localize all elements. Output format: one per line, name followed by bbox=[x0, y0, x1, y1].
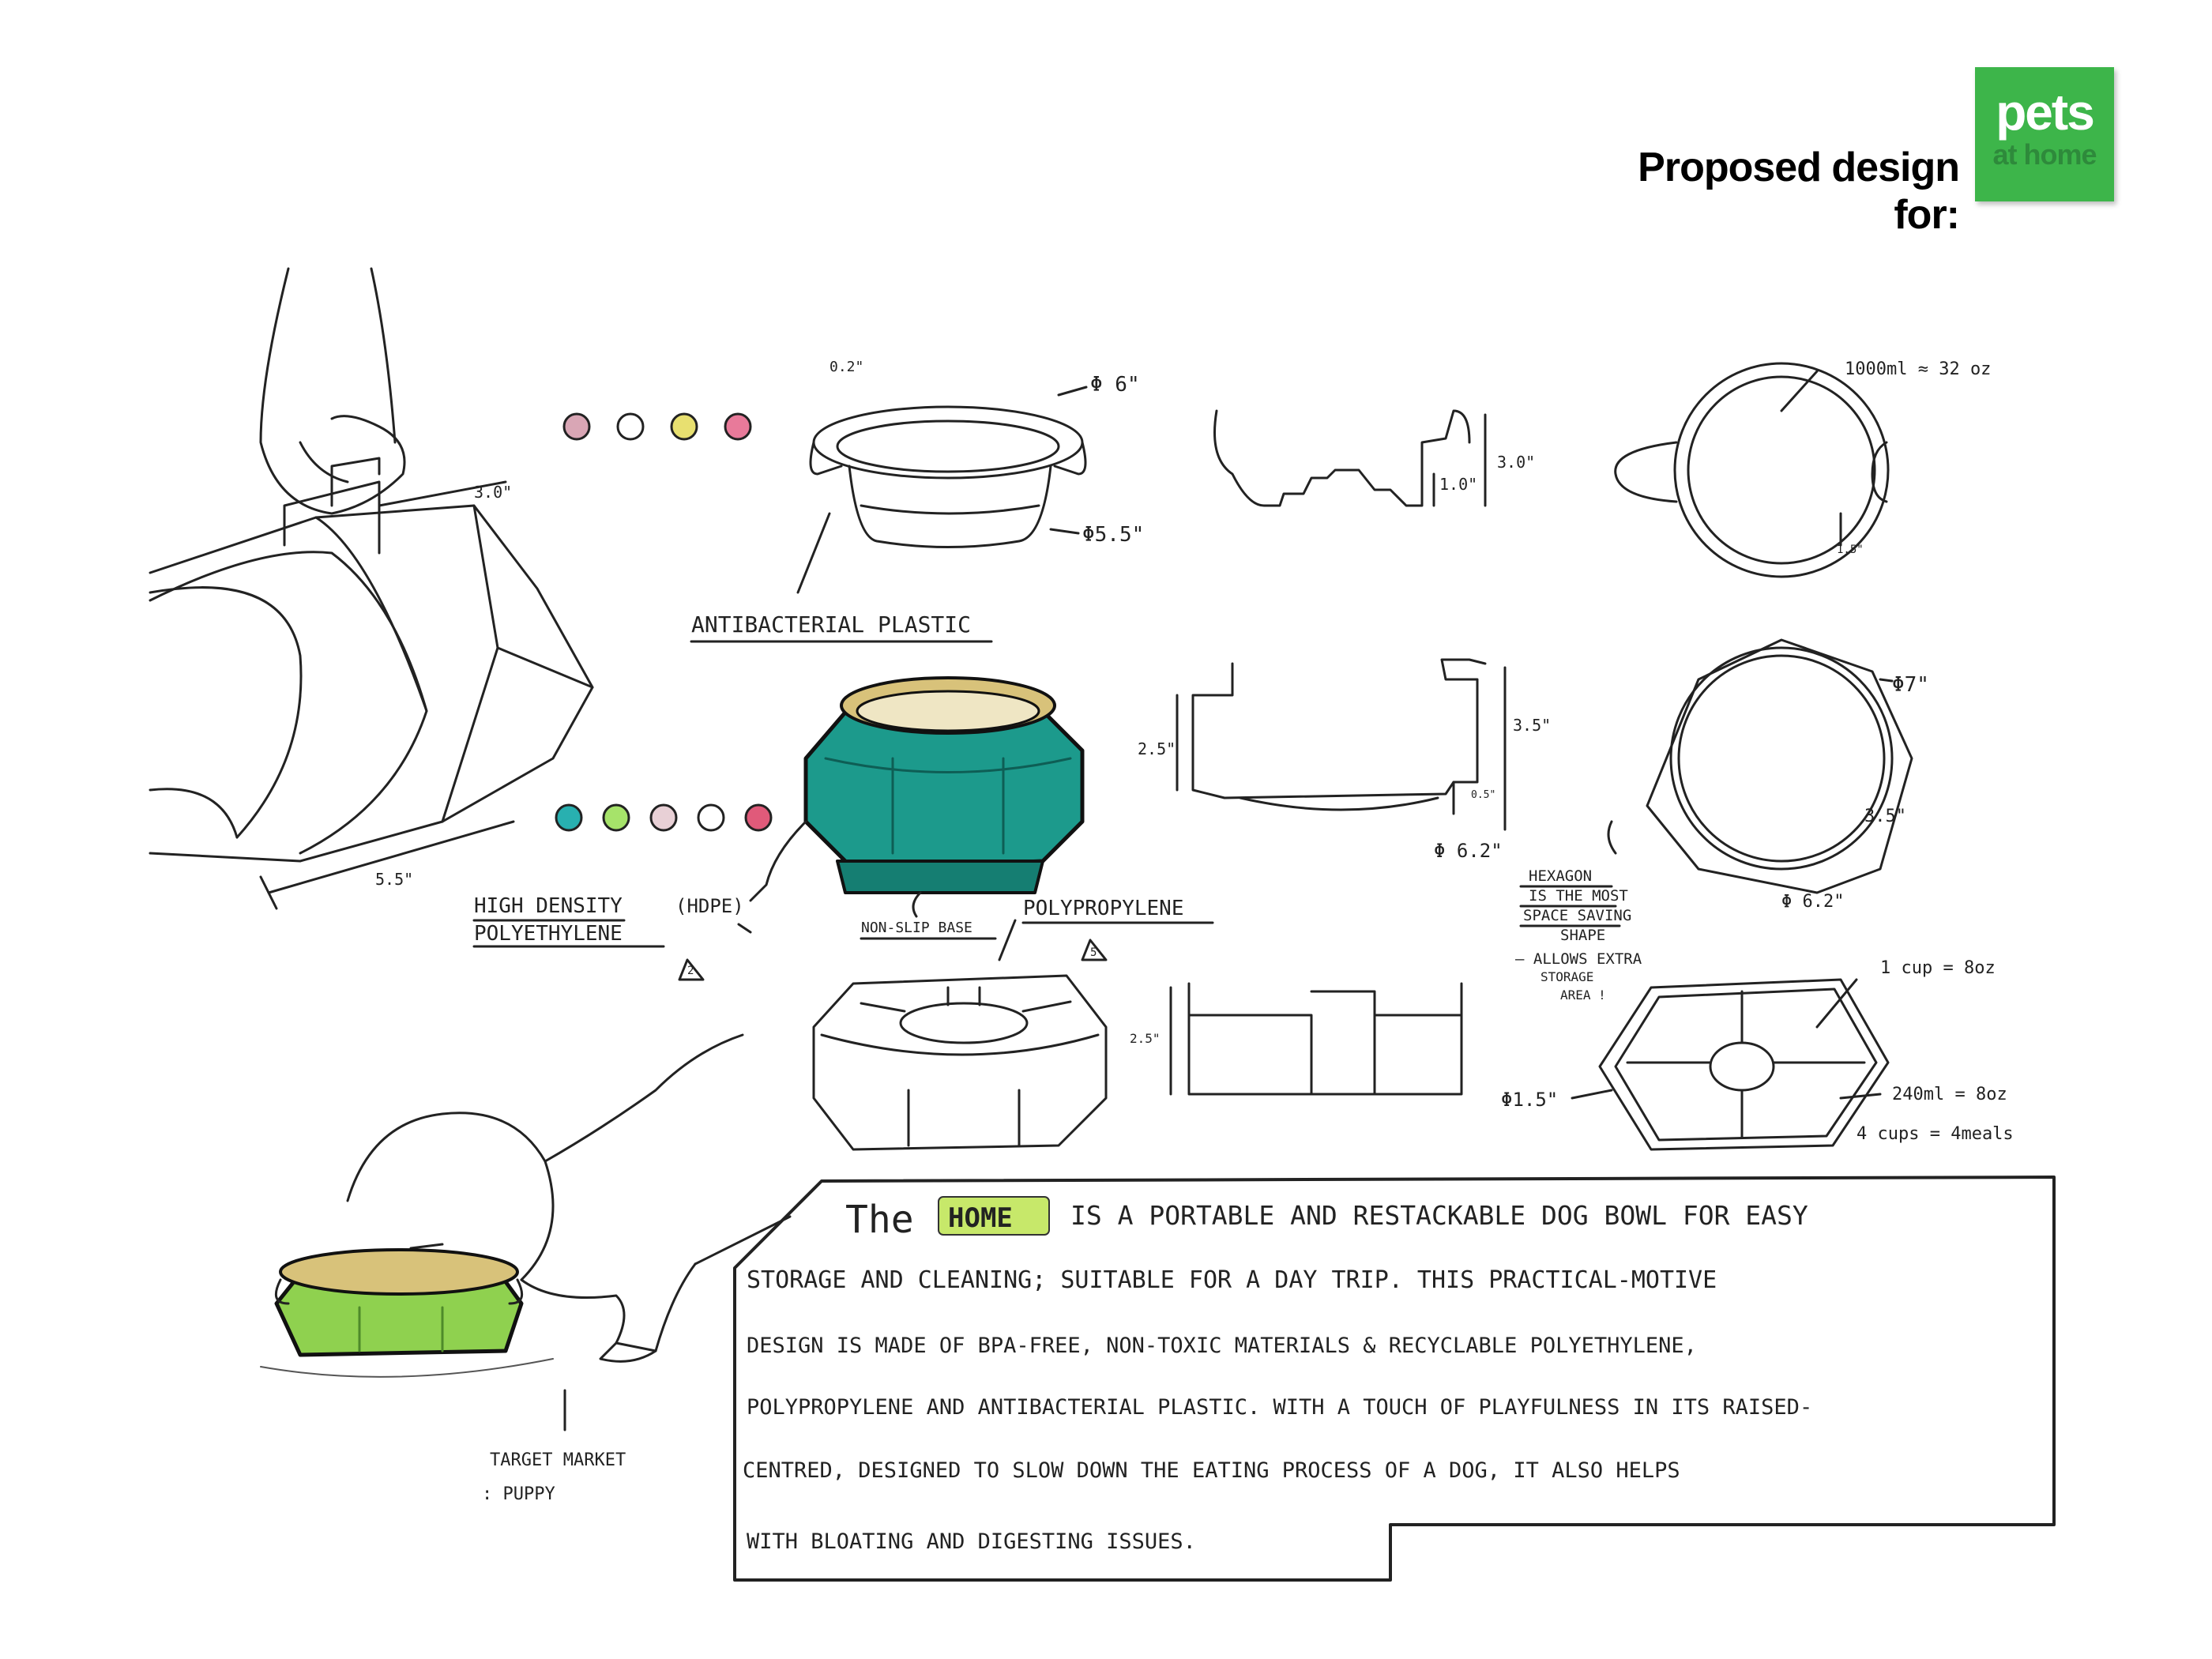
swatch-row-top bbox=[562, 412, 752, 441]
hdpe-line2: POLYETHYLENE bbox=[474, 922, 623, 946]
bowl-top-diameter-label: Φ 6" bbox=[1090, 373, 1140, 397]
handle-width-label: 1.5" bbox=[1837, 544, 1864, 556]
hexagon-note-line2: IS THE MOST bbox=[1529, 887, 1628, 905]
teal-hexagon-bowl bbox=[803, 676, 1085, 894]
divided-tray-sketch bbox=[812, 974, 1108, 1151]
antibacterial-bowl-sketch bbox=[809, 405, 1087, 548]
color-swatch bbox=[555, 803, 583, 832]
section-height-left-label: 2.5" bbox=[1138, 739, 1176, 758]
carrier-length-label: 5.5" bbox=[375, 870, 413, 889]
color-swatch bbox=[724, 412, 752, 441]
description-box-outline bbox=[733, 1176, 2056, 1582]
description-the: The bbox=[845, 1198, 914, 1242]
hexagon-note-line7: AREA ! bbox=[1560, 988, 1606, 1003]
pets-at-home-logo: pets at home bbox=[1975, 67, 2114, 201]
description-line4: POLYPROPYLENE AND ANTIBACTERIAL PLASTIC.… bbox=[747, 1395, 1812, 1420]
hexagon-side-label: 3.5" bbox=[1864, 807, 1906, 826]
section-diameter-label: Φ 6.2" bbox=[1434, 840, 1503, 862]
section-base-height-label: 0.5" bbox=[1471, 789, 1495, 801]
target-puppy-label: : PUPPY bbox=[482, 1484, 555, 1504]
bowl-volume-label: 1000ml ≈ 32 oz bbox=[1845, 359, 1991, 379]
color-swatch bbox=[602, 803, 630, 832]
green-bowl bbox=[260, 1248, 554, 1378]
description-line6: WITH BLOATING AND DIGESTING ISSUES. bbox=[747, 1529, 1196, 1554]
proposed-design-label: Proposed design for: bbox=[1638, 145, 1960, 238]
divided-tray-top-view bbox=[1598, 978, 1890, 1151]
color-swatch bbox=[562, 412, 591, 441]
swatch-row-middle bbox=[555, 803, 773, 832]
description-brand-name: HOME bbox=[948, 1202, 1013, 1234]
bowl-cross-section bbox=[1176, 658, 1507, 831]
color-swatch bbox=[697, 803, 725, 832]
hdpe-abbreviation: (HDPE) bbox=[675, 895, 744, 917]
bowl-top-view bbox=[1614, 362, 1890, 578]
tray-height-label: 2.5" bbox=[1130, 1031, 1161, 1046]
logo-word-pets: pets bbox=[1996, 84, 2095, 141]
hdpe-line1: HIGH DENSITY bbox=[474, 894, 623, 918]
hexagon-note-line3: SPACE SAVING bbox=[1523, 907, 1631, 924]
target-market-label: TARGET MARKET bbox=[490, 1450, 626, 1470]
antibacterial-plastic-label: ANTIBACTERIAL PLASTIC bbox=[691, 611, 971, 638]
meals-note-label: 4 cups = 4meals bbox=[1856, 1124, 2014, 1144]
description-line2: STORAGE AND CLEANING; SUITABLE FOR A DAY… bbox=[747, 1266, 1717, 1294]
tray-center-diameter-label: Φ1.5" bbox=[1501, 1089, 1558, 1111]
hexagon-note-line6: STORAGE bbox=[1540, 969, 1593, 984]
description-line3: DESIGN IS MADE OF BPA-FREE, NON-TOXIC MA… bbox=[747, 1334, 1697, 1358]
description-line1: IS A PORTABLE AND RESTACKABLE DOG BOWL F… bbox=[1070, 1200, 1808, 1231]
hexagon-note: HEXAGON IS THE MOST SPACE SAVING SHAPE –… bbox=[1515, 867, 1642, 1003]
color-swatch bbox=[616, 412, 645, 441]
color-swatch bbox=[649, 803, 678, 832]
recycle-code-5: 5 bbox=[1090, 946, 1097, 959]
logo-word-at-home: at home bbox=[1992, 138, 2097, 171]
description-line5: CENTRED, DESIGNED TO SLOW DOWN THE EATIN… bbox=[743, 1458, 1680, 1483]
ml-capacity-label: 240ml = 8oz bbox=[1892, 1085, 2007, 1104]
hexagon-diameter-label: Φ7" bbox=[1892, 673, 1929, 697]
profile-height-label: 3.0" bbox=[1497, 453, 1535, 472]
hexagon-note-line1: HEXAGON bbox=[1529, 867, 1592, 885]
profile-height-small-label: 1.0" bbox=[1439, 475, 1477, 494]
section-height-right-label: 3.5" bbox=[1513, 716, 1551, 735]
polypropylene-label: POLYPROPYLENE bbox=[1023, 897, 1184, 920]
cup-capacity-label: 1 cup = 8oz bbox=[1880, 958, 1996, 978]
rim-thickness-label: 0.2" bbox=[830, 359, 863, 375]
color-swatch bbox=[670, 412, 698, 441]
stacked-carrier-sketch bbox=[149, 267, 594, 910]
description-text: The HOME IS A PORTABLE AND RESTACKABLE D… bbox=[743, 1196, 1812, 1554]
hexagon-inner-diameter-label: Φ 6.2" bbox=[1781, 892, 1844, 912]
hexagon-note-line4: SHAPE bbox=[1560, 927, 1605, 944]
tray-cross-section bbox=[1169, 982, 1463, 1096]
hexagon-note-line5: – ALLOWS EXTRA bbox=[1515, 950, 1642, 968]
puppy-eating-sketch bbox=[346, 1033, 792, 1363]
bowl-bottom-diameter-label: Φ5.5" bbox=[1082, 523, 1144, 547]
brand-highlight bbox=[938, 1196, 1050, 1236]
color-swatch bbox=[744, 803, 773, 832]
non-slip-base-label: NON-SLIP BASE bbox=[861, 920, 972, 936]
recycle-code-2: 2 bbox=[687, 965, 694, 977]
hexagon-top-view bbox=[1646, 638, 1913, 894]
carrier-width-label: 3.0" bbox=[474, 483, 512, 502]
hdpe-label-group: HIGH DENSITY POLYETHYLENE (HDPE) bbox=[474, 894, 744, 946]
bowl-profile-section bbox=[1213, 409, 1487, 507]
